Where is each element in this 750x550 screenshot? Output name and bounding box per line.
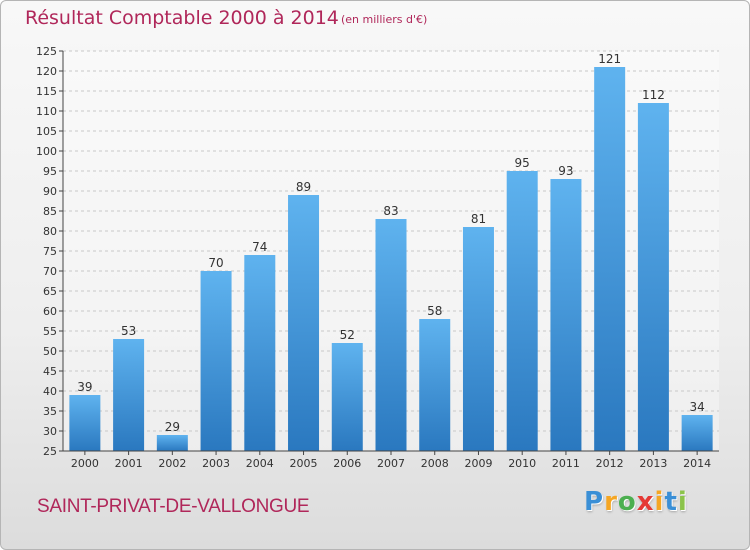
bar-value-label: 52 [340, 328, 355, 342]
chart-subtitle: (en milliers d'€) [341, 13, 428, 26]
bar-value-label: 58 [427, 304, 442, 318]
y-tick-label: 125 [36, 45, 57, 58]
x-tick-label: 2004 [246, 457, 274, 470]
bar [375, 219, 407, 451]
bar [419, 319, 451, 451]
y-tick-label: 55 [43, 325, 57, 338]
bar-value-label: 39 [77, 380, 92, 394]
logo-letter: P [584, 487, 605, 517]
bar [550, 179, 582, 451]
y-tick-label: 115 [36, 85, 57, 98]
y-tick-label: 75 [43, 245, 57, 258]
x-tick-label: 2008 [421, 457, 449, 470]
logo-letter: i [677, 487, 688, 517]
bar-value-label: 83 [383, 204, 398, 218]
bar-value-label: 112 [642, 88, 665, 102]
x-tick-label: 2011 [552, 457, 580, 470]
y-tick-label: 30 [43, 425, 57, 438]
x-tick-label: 2010 [508, 457, 536, 470]
bar [331, 343, 363, 451]
logo-letter: o [617, 487, 637, 517]
x-tick-label: 2002 [158, 457, 186, 470]
y-tick-label: 95 [43, 165, 57, 178]
bar [200, 271, 232, 451]
y-tick-label: 65 [43, 285, 57, 298]
bar-value-label: 93 [558, 164, 573, 178]
y-tick-label: 45 [43, 365, 57, 378]
x-tick-label: 2001 [115, 457, 143, 470]
y-tick-label: 105 [36, 125, 57, 138]
logo-letter: i [654, 487, 665, 517]
x-tick-label: 2013 [639, 457, 667, 470]
x-tick-label: 2014 [683, 457, 711, 470]
x-tick-label: 2009 [464, 457, 492, 470]
x-tick-label: 2005 [290, 457, 318, 470]
logo-letter: x [636, 487, 655, 517]
bar-value-label: 121 [598, 52, 621, 66]
x-tick-label: 2007 [377, 457, 405, 470]
y-tick-label: 35 [43, 405, 57, 418]
y-tick-label: 25 [43, 445, 57, 458]
y-tick-label: 120 [36, 65, 57, 78]
y-tick-label: 60 [43, 305, 57, 318]
bar-value-label: 95 [515, 156, 530, 170]
y-tick-label: 80 [43, 225, 57, 238]
bar [288, 195, 320, 451]
bar [637, 103, 669, 451]
x-tick-label: 2012 [596, 457, 624, 470]
x-tick-label: 2000 [71, 457, 99, 470]
y-tick-label: 85 [43, 205, 57, 218]
bar [462, 227, 494, 451]
proxiti-logo: Proxiti [584, 487, 688, 517]
bar [681, 415, 713, 451]
y-tick-label: 50 [43, 345, 57, 358]
bar-value-label: 74 [252, 240, 267, 254]
y-tick-label: 90 [43, 185, 57, 198]
commune-name: SAINT-PRIVAT-DE-VALLONGUE [37, 496, 310, 517]
bar [156, 435, 188, 451]
bar-value-label: 70 [208, 256, 223, 270]
x-tick-label: 2003 [202, 457, 230, 470]
x-tick-label: 2006 [333, 457, 361, 470]
logo-letter: t [664, 487, 678, 517]
bar-value-label: 34 [689, 400, 704, 414]
y-tick-label: 100 [36, 145, 57, 158]
y-tick-label: 110 [36, 105, 57, 118]
bar-value-label: 81 [471, 212, 486, 226]
bar-value-label: 89 [296, 180, 311, 194]
y-tick-label: 40 [43, 385, 57, 398]
bar [244, 255, 276, 451]
bar [594, 67, 626, 451]
logo-letter: r [604, 487, 618, 517]
bar [506, 171, 538, 451]
bar [113, 339, 145, 451]
bar [69, 395, 101, 451]
bar-value-label: 53 [121, 324, 136, 338]
bar-value-label: 29 [165, 420, 180, 434]
chart-title: Résultat Comptable 2000 à 2014 [25, 7, 339, 29]
y-tick-label: 70 [43, 265, 57, 278]
